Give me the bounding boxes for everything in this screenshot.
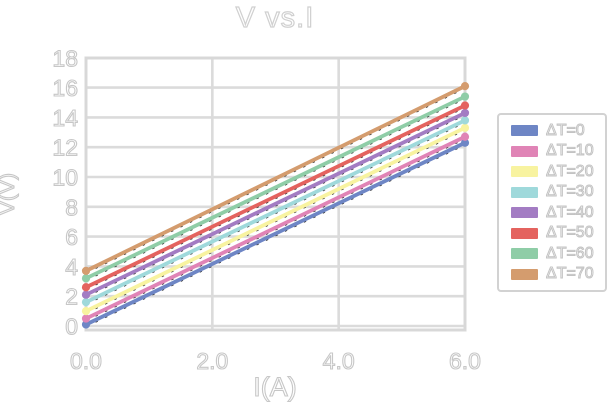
y-tick-label: 14: [52, 105, 78, 131]
x-axis-label: I(A): [253, 372, 297, 402]
data-point: [460, 92, 470, 101]
data-point: [81, 266, 91, 275]
y-tick-label: 16: [52, 75, 78, 101]
y-tick-label: 8: [65, 194, 78, 220]
y-tick-label: 4: [65, 254, 78, 280]
x-tick-label: 6.0: [449, 348, 481, 374]
legend-swatch: [511, 186, 538, 198]
axes-frame: [84, 56, 467, 332]
legend-swatch: [511, 207, 538, 219]
legend-item: ΔT=10: [511, 142, 601, 160]
data-point: [460, 123, 470, 132]
data-point: [81, 298, 91, 307]
data-point: [460, 132, 470, 141]
legend-swatch: [511, 145, 538, 157]
legend-item: ΔT=60: [511, 245, 601, 263]
data-point: [81, 314, 91, 323]
y-axis-label: V(V): [0, 173, 19, 215]
data-series: [81, 82, 470, 329]
series-line: [84, 134, 467, 321]
y-tick-label: 0: [65, 314, 78, 340]
tick-labels: 0 2 4 6 8 10 12 14 16 18 0.0 2.0 4.0 6.0: [52, 45, 482, 375]
legend-item: ΔT=40: [511, 204, 601, 222]
legend-label: ΔT=10: [546, 142, 595, 160]
legend-label: ΔT=50: [546, 224, 595, 242]
legend-swatch: [511, 248, 538, 260]
x-tick-label: 4.0: [323, 348, 355, 374]
data-point: [81, 274, 91, 283]
legend-swatch: [511, 166, 538, 178]
legend-label: ΔT=40: [546, 203, 595, 221]
chart-title: V vs.I: [236, 2, 315, 34]
series-line: [84, 111, 467, 297]
y-tick-label: 18: [52, 45, 78, 71]
series-line: [84, 103, 467, 290]
y-tick-label: 6: [65, 224, 78, 250]
data-point: [460, 138, 470, 147]
data-point: [460, 101, 470, 110]
legend-item: ΔT=70: [511, 265, 601, 283]
legend: ΔT=0 ΔT=10 ΔT=20 ΔT=30 ΔT=40 ΔT=50 ΔT=60 ΔT=70: [497, 113, 607, 292]
legend-label: ΔT=30: [546, 183, 595, 201]
data-point: [460, 82, 470, 91]
grid-lines: [84, 56, 467, 330]
plot-frame: [84, 56, 467, 332]
legend-item: ΔT=30: [511, 183, 601, 201]
data-point: [81, 290, 91, 299]
legend-label: ΔT=70: [546, 265, 595, 283]
legend-label: ΔT=60: [546, 244, 595, 262]
legend-swatch: [511, 125, 538, 137]
series-line: [84, 140, 467, 327]
y-tick-label: 2: [65, 284, 78, 310]
x-tick-label: 2.0: [196, 348, 228, 374]
y-tick-label: 12: [52, 135, 78, 161]
legend-swatch: [511, 268, 538, 280]
legend-item: ΔT=0: [511, 122, 601, 140]
y-tick-label: 10: [52, 165, 78, 191]
legend-label: ΔT=0: [546, 121, 586, 139]
x-tick-label: 0.0: [70, 348, 102, 374]
series-line: [84, 94, 467, 281]
data-point: [81, 283, 91, 292]
legend-label: ΔT=20: [546, 162, 595, 180]
data-point: [81, 320, 91, 329]
legend-item: ΔT=50: [511, 224, 601, 242]
series-line: [84, 125, 467, 314]
series-line: [84, 118, 467, 305]
data-point: [460, 116, 470, 125]
data-point: [460, 108, 470, 118]
legend-item: ΔT=20: [511, 163, 601, 181]
series-line: [84, 84, 467, 273]
data-point: [81, 307, 91, 316]
legend-swatch: [511, 227, 538, 239]
